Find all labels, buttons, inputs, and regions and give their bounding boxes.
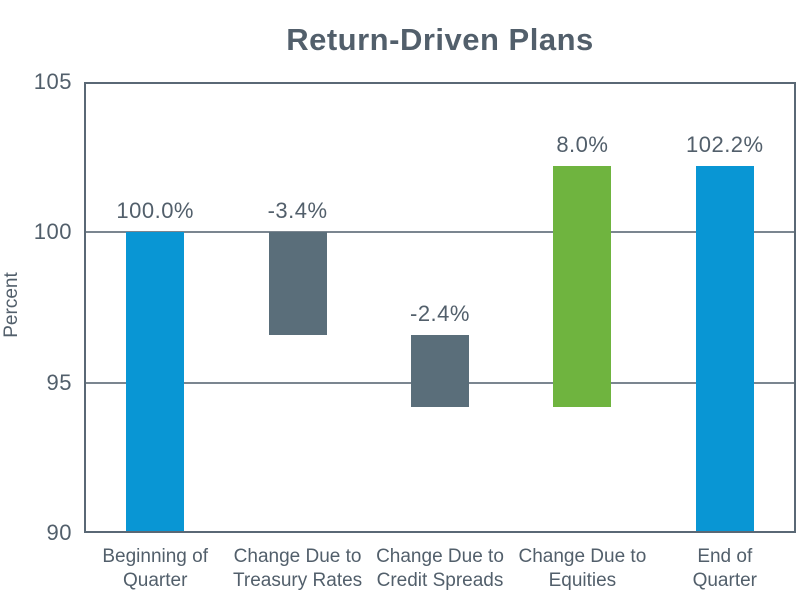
y-tick-label-90: 90 [46,520,72,545]
chart-title: Return-Driven Plans [286,22,594,57]
bar-change-treasury-rates [268,232,327,335]
x-axis-label-beginning-of-quarter: Beginning of Quarter [102,546,209,591]
bar-beginning-of-quarter [126,232,185,533]
bar-value-label-beginning-of-quarter: 100.0% [116,198,194,224]
x-axis-label-end-of-quarter: End of Quarter [692,546,757,591]
x-axis-label-change-equities: Change Due to Equities [518,546,647,591]
bar-value-label-change-equities: 8.0% [556,132,609,158]
y-tick-label-100: 100 [33,219,72,245]
x-axis-label-change-treasury-rates: Change Due to Treasury Rates [233,546,363,591]
x-axis-label-change-credit-spreads: Change Due to Credit Spreads [376,546,504,591]
y-tick-label-105: 105 [33,69,72,94]
bar-change-credit-spreads [411,334,469,407]
x-axis: Beginning of Quarter Change Due to Treasu… [0,545,800,597]
bar-value-label-change-treasury-rates: -3.4% [267,198,328,224]
bar-change-equities [553,166,612,407]
bar-value-label-end-of-quarter: 102.2% [685,132,764,158]
y-axis: 105 100 95 90 [0,0,84,600]
gridline-100 [84,231,796,234]
plot-area: 100.0% -3.4% -2.4% 8.0% 102.2% [84,82,796,533]
y-tick-label-95: 95 [46,369,72,395]
bar-value-label-change-credit-spreads: -2.4% [410,300,470,326]
bar-end-of-quarter [695,166,754,533]
